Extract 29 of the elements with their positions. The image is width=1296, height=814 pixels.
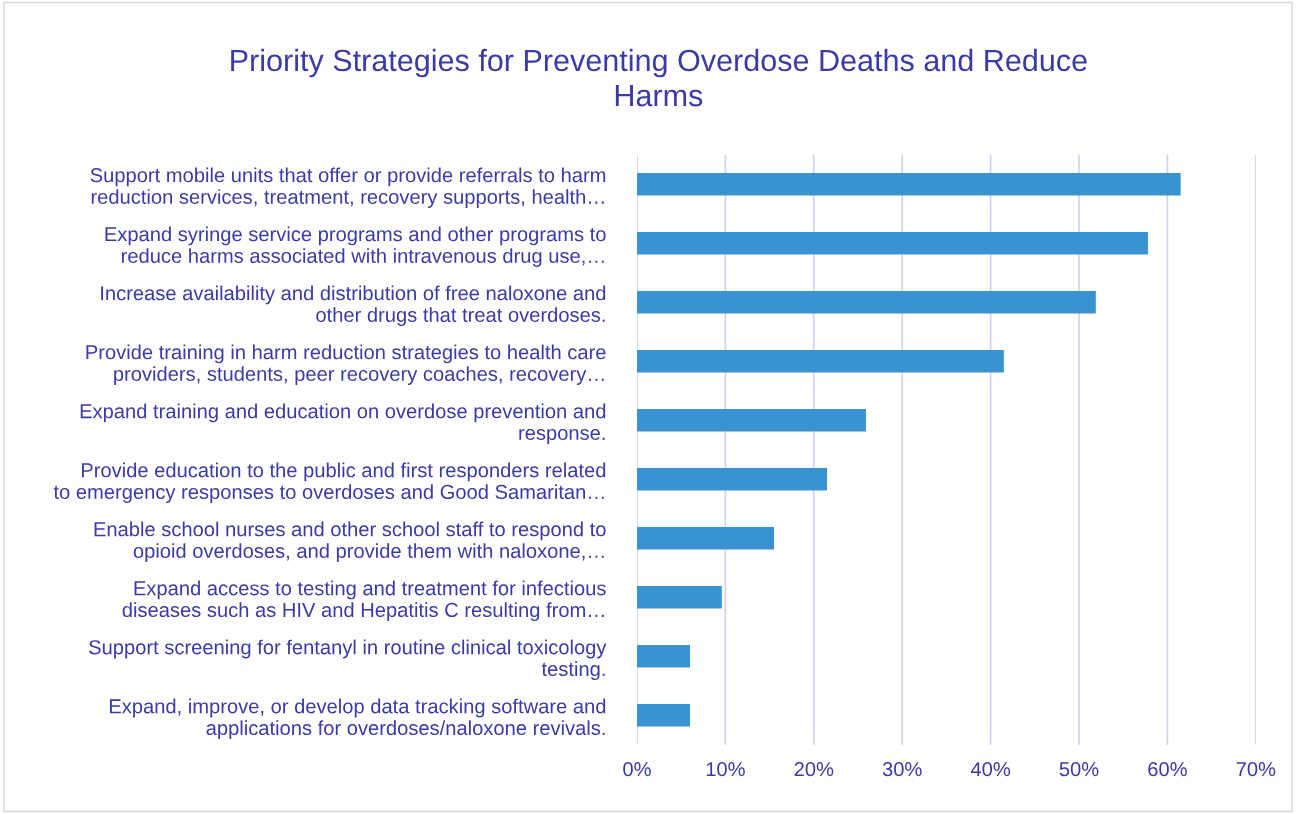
x-tick-label: 20% bbox=[794, 762, 834, 777]
x-tick-label: 70% bbox=[1236, 762, 1276, 777]
bar bbox=[636, 586, 722, 609]
y-tick-label: Expand, improve, or develop data tracking software and applications for overdoses/naloxone revivals. bbox=[109, 698, 606, 740]
x-tick-label: 0% bbox=[623, 762, 651, 777]
y-tick-label: Support screening for fentanyl in routine clinical toxicology testing. bbox=[89, 639, 607, 681]
bar bbox=[636, 468, 828, 491]
x-tick-label: 40% bbox=[970, 762, 1011, 777]
bar bbox=[636, 172, 1181, 196]
y-tick-label: Expand training and education on overdose prevention and response. bbox=[80, 403, 606, 445]
y-tick-label: Provide training in harm reduction strategies to health care providers, students, peer recovery coaches, recovery… bbox=[86, 344, 606, 385]
bar bbox=[636, 704, 691, 727]
y-tick-label: Expand syringe service programs and other programs to reduce harms associated with intravenous drug use,… bbox=[105, 226, 606, 267]
bar bbox=[636, 409, 866, 432]
x-tick-label: 10% bbox=[706, 762, 745, 777]
bar bbox=[636, 231, 1148, 255]
y-tick-label: Enable school nurses and other school staff to respond to opioid overdoses, and provide them with naloxone,… bbox=[94, 521, 606, 563]
y-tick-label: Support mobile units that offer or provide referrals to harm reduction services, treatment, recovery supports, health… bbox=[90, 167, 606, 208]
x-tick-label: 50% bbox=[1059, 762, 1099, 777]
bar bbox=[636, 290, 1096, 314]
bar bbox=[636, 350, 1004, 373]
y-tick-label: Expand access to testing and treatment for infectious diseases such as HIV and Hepatitis C resulting from… bbox=[122, 580, 606, 622]
bar bbox=[636, 527, 775, 550]
chart-title: Priority Strategies for Preventing Overdose Deaths and Reduce Harms bbox=[231, 48, 1087, 107]
x-tick-label: 60% bbox=[1148, 762, 1187, 777]
x-tick-label: 30% bbox=[882, 762, 922, 777]
y-tick-label: Provide education to the public and first responders related to emergency responses to overdoses and Good Samaritan… bbox=[53, 462, 606, 504]
bar bbox=[636, 645, 691, 668]
y-tick-label: Increase availability and distribution of free naloxone and other drugs that treat overdoses. bbox=[101, 285, 606, 326]
